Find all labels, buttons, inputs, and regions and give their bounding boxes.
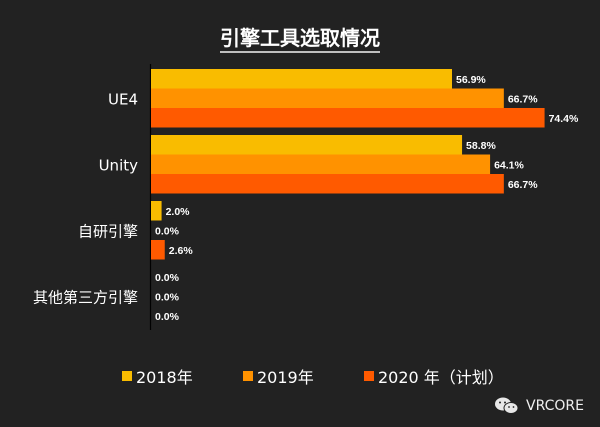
data-label: 74.4% (549, 113, 579, 125)
legend-label-2019: 2019年 (257, 368, 314, 387)
legend-item-2020: 2020 年（计划） (364, 364, 504, 388)
legend-item-2019: 2019年 (243, 364, 314, 388)
data-label: 2.0% (166, 206, 191, 218)
bar-0 (151, 69, 453, 89)
bar-2 (151, 240, 165, 260)
category-label: 其他第三方引擎 (33, 288, 138, 306)
legend: 2018年 2019年 2020 年（计划） (0, 364, 600, 388)
data-label: 56.9% (456, 74, 486, 86)
data-label: 0.0% (155, 311, 180, 323)
bar-1 (151, 154, 491, 174)
chart-title: 引擎工具选取情况 (0, 22, 600, 53)
legend-swatch-2020 (364, 371, 374, 381)
data-label: 58.8% (466, 140, 496, 152)
category-label: UE4 (108, 90, 138, 108)
wechat-icon (495, 397, 519, 414)
data-label: 2.6% (169, 245, 194, 257)
watermark: VRCORE (494, 396, 584, 416)
data-label: 66.7% (508, 93, 538, 105)
category-label: Unity (99, 156, 139, 174)
data-label: 0.0% (155, 291, 180, 303)
bar-0 (151, 135, 463, 155)
legend-label-2020: 2020 年（计划） (378, 368, 504, 387)
data-label: 64.1% (494, 159, 524, 171)
bar-1 (151, 88, 504, 108)
chart-title-text: 引擎工具选取情况 (220, 26, 380, 53)
bar-0 (151, 201, 162, 221)
legend-label-2018: 2018年 (136, 368, 193, 387)
watermark-text: VRCORE (526, 398, 584, 414)
data-label: 66.7% (508, 179, 538, 191)
legend-swatch-2019 (243, 371, 253, 381)
data-label: 0.0% (155, 272, 180, 284)
data-label: 0.0% (155, 225, 180, 237)
legend-item-2018: 2018年 (122, 364, 193, 388)
bar-2 (151, 174, 504, 194)
bar-2 (151, 108, 545, 128)
category-label: 自研引擎 (78, 222, 138, 240)
legend-swatch-2018 (122, 371, 132, 381)
